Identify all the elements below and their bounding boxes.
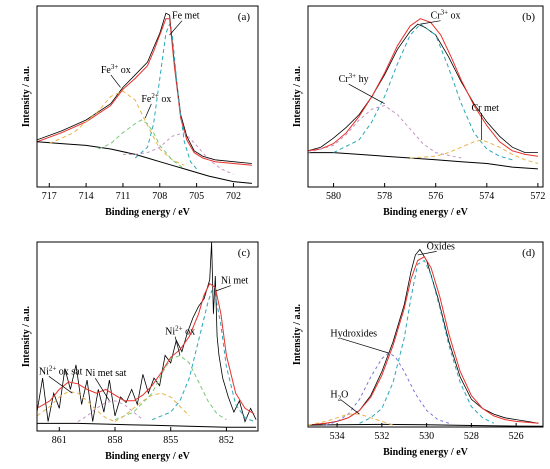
series-group — [37, 12, 252, 184]
annotation-label: Ni met sat — [85, 368, 126, 379]
y-axis-title: Intensity / a.u. — [21, 305, 32, 367]
annotation-label: H2O — [330, 389, 348, 402]
x-tick-label: 574 — [479, 191, 494, 202]
annotation-leader — [420, 20, 441, 25]
annotation-leader — [48, 376, 73, 394]
series-satellite — [114, 392, 190, 423]
annotation-label: Ni2+ ox sat — [39, 364, 83, 377]
series-ni-met-sat — [77, 400, 144, 423]
x-tick-label: 572 — [530, 191, 545, 202]
series-hydroxides — [325, 352, 450, 426]
plot-frame — [36, 5, 259, 188]
series-fit — [37, 18, 252, 166]
series-cr3-ox — [333, 23, 513, 161]
annotation-leader — [94, 378, 110, 401]
series-raw — [308, 23, 538, 153]
annotation-leader — [174, 336, 181, 356]
series-fit — [308, 18, 538, 157]
annotation-label: Oxides — [427, 241, 455, 252]
annotation-leader — [169, 20, 183, 36]
x-tick-label: 708 — [152, 191, 167, 202]
series-oxides — [359, 259, 495, 424]
annotation-leader — [110, 74, 121, 88]
x-tick-label: 855 — [163, 435, 178, 446]
x-axis-title: Binding energy / eV — [383, 207, 469, 218]
annotation-leader — [215, 285, 231, 292]
x-tick-label: 530 — [419, 431, 434, 442]
x-tick-label: 580 — [326, 191, 341, 202]
y-axis-title: Intensity / a.u. — [292, 65, 303, 127]
y-axis-title: Intensity / a.u. — [21, 65, 32, 127]
panel-1: 580 578 576 574 572 Binding energy / eV Intens… — [292, 5, 545, 218]
x-tick-label: 714 — [79, 191, 94, 202]
series-fit — [308, 256, 539, 426]
annotation-label: Cr3+ ox — [431, 9, 461, 22]
x-tick-label: 702 — [226, 191, 241, 202]
series-satellite — [122, 132, 234, 175]
series-raw — [37, 242, 257, 423]
x-tick-label: 532 — [374, 431, 389, 442]
x-tick-label: 711 — [116, 191, 131, 202]
annotation-label: Ni met — [221, 276, 249, 287]
annotation-label: Fe2+ ox — [141, 92, 171, 105]
x-tick-label: 534 — [330, 431, 345, 442]
x-axis-title: Binding energy / eV — [105, 207, 191, 218]
series-raw — [37, 12, 252, 164]
annotation-leader — [144, 103, 152, 119]
x-tick-label: 717 — [42, 191, 57, 202]
x-tick-label: 861 — [52, 435, 67, 446]
plot-frame — [36, 241, 259, 432]
annotation-label: Cr met — [471, 103, 499, 114]
series-background — [308, 423, 543, 427]
annotation-leader — [340, 399, 360, 415]
x-axis-title: Binding energy / eV — [105, 451, 191, 462]
x-tick-label: 528 — [464, 431, 479, 442]
x-tick-label: 578 — [377, 191, 392, 202]
series-background — [37, 141, 252, 184]
panel-label: (b) — [522, 11, 535, 23]
series-cr3-hy — [308, 104, 462, 159]
x-tick-label: 858 — [108, 435, 123, 446]
annotation-leader — [348, 83, 385, 105]
panel-label: (a) — [238, 11, 251, 23]
x-tick-label: 526 — [509, 431, 524, 442]
series-fe2-ox — [98, 119, 185, 170]
annotation-label: Fe3+ ox — [101, 63, 131, 76]
plot-frame — [307, 5, 544, 188]
x-tick-label: 852 — [219, 435, 234, 446]
panel-3: 534 532 530 528 526 Binding energy / eV Intens… — [292, 241, 544, 458]
annotation-label: Ni2+ ox — [165, 325, 195, 338]
panel-0: 717 714 711 708 705 702 Binding energy / eV Int… — [21, 5, 259, 218]
x-tick-label: 576 — [428, 191, 443, 202]
annotation-label: Fe met — [172, 11, 200, 22]
panel-label: (d) — [522, 247, 535, 259]
series-background — [308, 152, 538, 170]
annotation-leader — [340, 338, 389, 354]
panel-label: (c) — [238, 247, 251, 259]
series-group — [308, 248, 543, 427]
annotation-leader — [417, 251, 437, 256]
series-fit — [37, 282, 255, 415]
series-fe-met — [134, 22, 197, 170]
series-group — [37, 242, 257, 428]
annotation-label: Cr3+ hy — [339, 72, 369, 85]
series-background — [37, 422, 257, 428]
series-group — [308, 18, 539, 170]
series-fe3-ox — [49, 90, 185, 166]
y-axis-title: Intensity / a.u. — [292, 303, 303, 365]
annotation-label: Hydroxides — [330, 328, 377, 339]
series-ni2-ox-sat — [37, 390, 116, 423]
series-ni-met — [151, 290, 255, 423]
panel-2: 861 858 855 852 Binding energy / eV Intensity… — [21, 241, 259, 462]
series-cr-met — [410, 139, 539, 164]
x-axis-title: Binding energy / eV — [383, 447, 469, 458]
x-tick-label: 705 — [189, 191, 204, 202]
plot-frame — [307, 241, 544, 428]
